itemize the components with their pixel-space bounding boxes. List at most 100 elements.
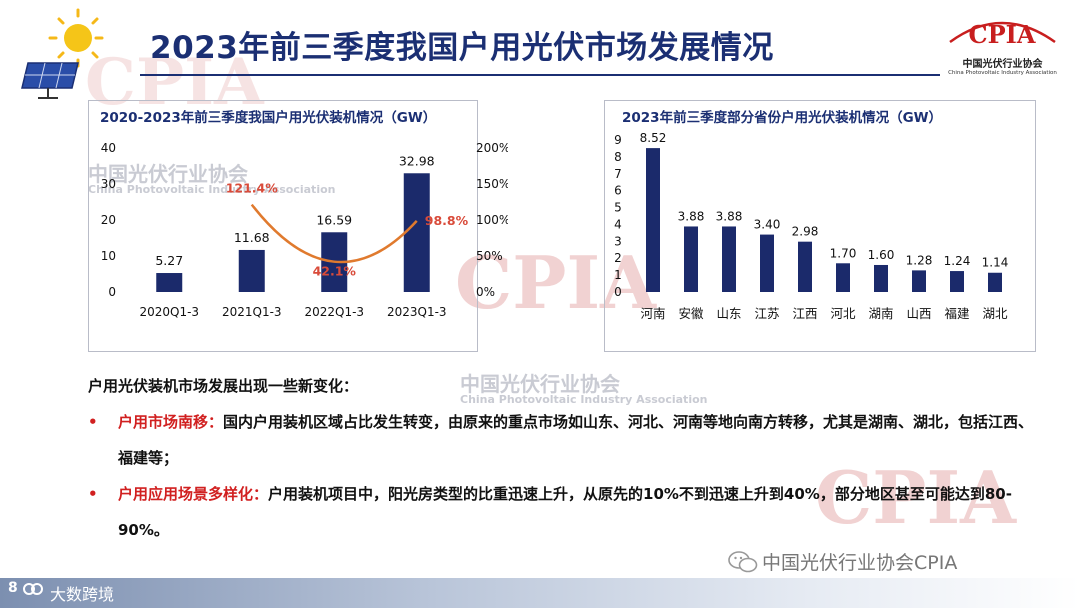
chart2-data-label: 1.28 [906,253,933,267]
sun-icon [21,8,104,99]
chart2-data-label: 2.98 [792,225,819,239]
bullet-1-head: 户用市场南移： [118,413,224,431]
intro-text: 户用光伏装机市场发展出现一些新变化： [88,377,359,395]
chart2-data-label: 1.70 [830,246,857,260]
chart2-bar [874,264,888,292]
bullet-marker-1: • [88,413,98,431]
footer-brand: 大数跨境 [50,585,115,604]
page-title: 2023年前三季度我国户用光伏市场发展情况 [150,30,774,66]
title-underline [140,74,940,76]
brand-logo-icon-footer [22,578,44,604]
chart2-x-tick: 山东 [716,306,741,321]
chart-panel-left [88,100,478,352]
logo-subtitle-en: China Photovoltaic Industry Association [948,70,1057,76]
watermark-cpia-1: CPIA [455,240,656,325]
chart2-y-tick: 4 [614,217,622,231]
chart2-data-label: 1.60 [868,248,895,262]
chart1-growth-label: 98.8% [425,213,469,228]
chart2-y-tick: 6 [614,184,622,198]
chart2-x-tick: 江苏 [754,306,779,321]
chart2-x-tick: 湖南 [868,306,893,321]
chart1-y-tick: 0 [108,285,116,299]
chart1-data-label: 11.68 [234,230,270,245]
chart1-growth-label: 42.1% [313,264,357,279]
watermark-cn-1: 中国光伏行业协会 [88,162,248,186]
chart1-x-tick: 2020Q1-3 [139,305,199,319]
chart1-y-tick: 10 [101,249,116,263]
chart-panel-right [604,100,1036,352]
chart1-data-label: 16.59 [316,212,352,227]
chart2-data-label: 1.24 [944,254,971,268]
solar-panel-icon [21,62,79,99]
chart2-bar [836,263,850,292]
bullet-1-body: 国内户用装机区域占比发生转变，由原来的重点市场如山东、河北、河南等地向南方转移，… [118,413,1034,467]
chart1-y2-tick: 150% [476,177,508,191]
chart2-title: 2023年前三季度部分省份户用光伏装机情况（GW） [622,110,943,126]
chart2-bar [646,148,660,292]
brand-logo-icon: CPIA [949,20,1056,49]
logo-subtitle: 中国光伏行业协会 [962,59,1043,70]
chart1-x-tick: 2021Q1-3 [222,305,282,319]
bullet-2: • 户用应用场景多样化：户用装机项目中，阳光房类型的比重迅速上升，从原先的10%不… [88,476,1048,548]
chart1-y-tick: 30 [101,177,116,191]
sun-panel-illustration [8,8,108,103]
chart1-data-label: 32.98 [399,153,435,168]
chart1-y-tick: 40 [101,141,116,155]
chart2-y-tick: 3 [614,234,622,248]
watermark-cpia-2: CPIA [815,455,1016,540]
wechat-icon [728,550,758,572]
bullet-marker-2: • [88,485,98,503]
chart1-y2-tick: 50% [476,249,503,263]
chart1-y2-tick: 200% [476,141,508,155]
logo-text: CPIA [969,20,1036,49]
chart2-data-label: 3.88 [716,209,743,223]
chart2-y-tick: 8 [614,150,622,164]
chart2-bar [760,234,774,292]
chart1-growth-line [250,203,418,264]
chart1-growth-label: 121.4% [226,181,279,196]
page-number: 8 [8,580,18,596]
chart2-y-tick: 9 [614,133,622,147]
chart2-bar [950,271,964,292]
chart1-x-tick: 2023Q1-3 [387,305,447,319]
chart1-x-tick: 2022Q1-3 [304,305,364,319]
chart1-data-label: 5.27 [155,253,183,268]
cpia-logo: CPIA 中国光伏行业协会 China Photovoltaic Industr… [940,10,1065,76]
chart2-x-tick: 山西 [906,306,931,321]
wechat-account: 中国光伏行业协会CPIA [762,552,958,574]
chart2-bar [798,241,812,292]
chart2-bar [722,226,736,292]
watermark-cpia-3: CPIA [85,45,264,120]
chart2-data-label: 8.52 [640,131,667,145]
chart2-x-tick: 河南 [640,306,665,321]
bullet-1: • 户用市场南移：国内户用装机区域占比发生转变，由原来的重点市场如山东、河北、河南… [88,404,1048,476]
chart1-y-tick: 20 [101,213,116,227]
wechat-label: 中国光伏行业协会CPIA [728,548,957,575]
chart2-svg: 0 1 2 3 4 5 6 7 8 9 8.52 河南 3.88 安徽 3.88 山东 3.40 江苏 2.98 江西… [614,131,1009,321]
chart2-data-label: 1.14 [982,256,1009,270]
footer-bar [0,578,1080,608]
bullet-2-head: 户用应用场景多样化： [118,485,269,503]
chart2-data-label: 3.40 [754,218,781,232]
bullet-2-body: 户用装机项目中，阳光房类型的比重迅速上升，从原先的10%不到迅速上升到40%，部… [118,485,1012,539]
chart2-y-tick: 5 [614,201,622,215]
chart1-bar [238,249,265,292]
chart2-data-label: 3.88 [678,209,705,223]
chart1-y2-tick: 100% [476,213,508,227]
chart2-bar [988,272,1002,292]
chart1-bar [403,173,430,292]
chart2-x-tick: 安徽 [678,306,704,321]
chart2-y-tick: 2 [614,251,622,265]
chart1-svg: 0 10 20 30 40 0% 50% 100% 150% 200% 5.27 2020Q1-3 11… [101,141,508,319]
chart2-x-tick: 河北 [830,306,856,321]
watermark-cn-2: 中国光伏行业协会 [460,372,620,396]
chart1-title: 2020-2023年前三季度我国户用光伏装机情况（GW） [100,110,437,126]
chart2-bar [684,226,698,292]
chart2-x-tick: 江西 [792,306,817,321]
body-text: 户用光伏装机市场发展出现一些新变化： • 户用市场南移：国内户用装机区域占比发生转… [88,368,1048,548]
watermark-en-1: China Photovoltaic Industry Association [88,183,336,196]
watermark-en-2: China Photovoltaic Industry Association [460,393,708,406]
chart2-y-tick: 7 [614,167,622,181]
chart1-bar [156,273,183,292]
chart2-y-tick: 0 [614,285,622,299]
